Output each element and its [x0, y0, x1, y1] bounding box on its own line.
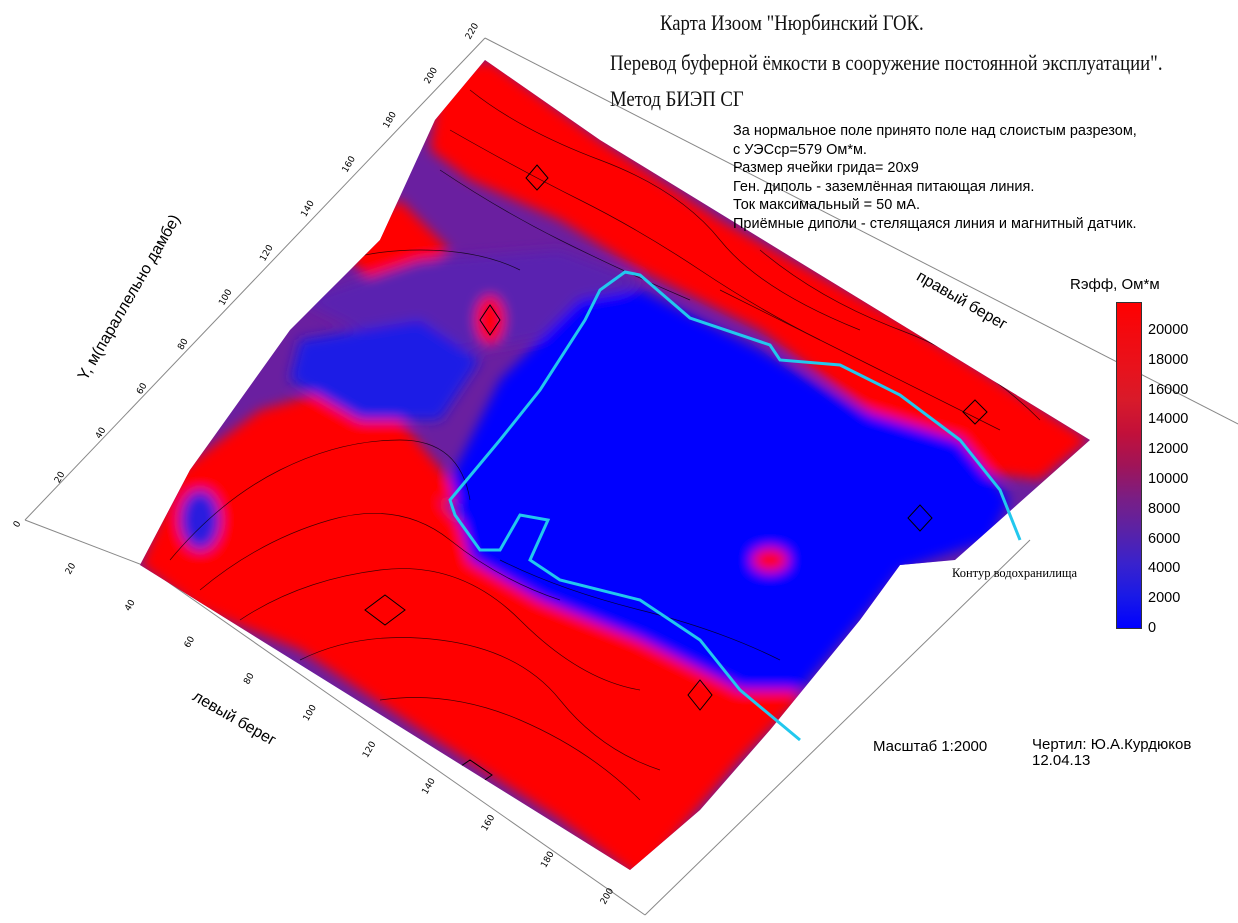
- map-frame: [24, 37, 1238, 916]
- note-line: с УЭСср=579 Ом*м.: [733, 141, 867, 158]
- map-title-line-2: Перевод буферной ёмкости в сооружение по…: [610, 50, 1163, 75]
- map-title-line-3: Метод БИЭП СГ: [610, 86, 744, 111]
- survey-notes: За нормальное поле принято поле над слои…: [733, 122, 1233, 233]
- axis-tick-label: 140: [300, 199, 317, 219]
- legend-tick-label: 12000: [1148, 441, 1189, 458]
- legend-tick-label: 10000: [1148, 471, 1189, 487]
- note-line: Размер ячейки грида= 20х9: [733, 160, 919, 176]
- legend-tick-label: 0: [1148, 620, 1157, 636]
- axis-tick-label: 120: [361, 740, 378, 760]
- note-line: За нормальное поле принято поле над слои…: [733, 123, 1137, 139]
- note-line: Приёмные диполи - стелящаяся линия и маг…: [733, 215, 1137, 232]
- axis-tick-label: 40: [123, 598, 138, 613]
- map-title-line-1: Карта Изоом "Нюрбинский ГОК.: [660, 10, 924, 35]
- axis-tick-label: 160: [341, 154, 358, 174]
- legend-tick-label: 6000: [1148, 530, 1181, 547]
- axis-tick-label: 200: [423, 66, 440, 86]
- date-label: 12.04.13: [1032, 752, 1091, 769]
- legend-tick-label: 8000: [1148, 500, 1181, 517]
- axis-tick-label: 20: [53, 470, 68, 485]
- reservoir-contour-label: Контур водохранилища: [952, 566, 1078, 580]
- axis-tick-label: 100: [302, 703, 319, 723]
- axis-tick-label: 40: [94, 426, 109, 441]
- legend-tick-label: 2000: [1148, 590, 1181, 607]
- axis-tick-label: 180: [382, 110, 399, 130]
- legend-tick-label: 20000: [1148, 322, 1189, 338]
- legend-tick-label: 14000: [1148, 411, 1189, 428]
- note-line: Ток максимальный = 50 мА.: [733, 197, 920, 213]
- legend-tick-label: 16000: [1148, 381, 1189, 398]
- axis-tick-label: 140: [421, 776, 438, 796]
- author-label: Чертил: Ю.А.Курдюков: [1032, 736, 1192, 753]
- legend-color-bar: [1116, 302, 1142, 629]
- axis-tick-label: 60: [135, 381, 150, 396]
- axis-tick-label: 80: [242, 671, 257, 686]
- axis-tick-label: 80: [176, 337, 191, 352]
- axis-tick-label: 0: [12, 519, 24, 529]
- legend-tick-label: 4000: [1148, 560, 1181, 577]
- axis-tick-label: 220: [464, 21, 481, 41]
- axis-tick-label: 60: [183, 635, 198, 650]
- axis-tick-label: 200: [599, 886, 616, 906]
- axis-tick-label: 20: [64, 561, 79, 576]
- axis-tick-label: 180: [539, 850, 556, 870]
- reservoir-contour-line: [448, 270, 1022, 742]
- note-line: Ген. диполь - заземлённая питающая линия…: [733, 178, 1035, 195]
- legend-title: Rэфф, Ом*м: [1070, 276, 1160, 293]
- legend-tick-label: 18000: [1148, 351, 1189, 368]
- axis-tick-label: 160: [480, 813, 497, 833]
- scale-label: Масштаб 1:2000: [873, 738, 988, 755]
- axis-tick-label: 100: [217, 288, 234, 308]
